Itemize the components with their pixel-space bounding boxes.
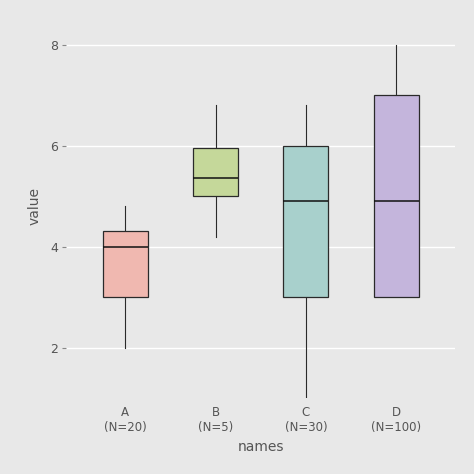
Bar	[193, 148, 238, 196]
Bar	[374, 95, 419, 297]
Bar	[102, 231, 148, 297]
Bar	[283, 146, 328, 297]
Y-axis label: value: value	[27, 187, 42, 225]
X-axis label: names: names	[237, 440, 284, 454]
